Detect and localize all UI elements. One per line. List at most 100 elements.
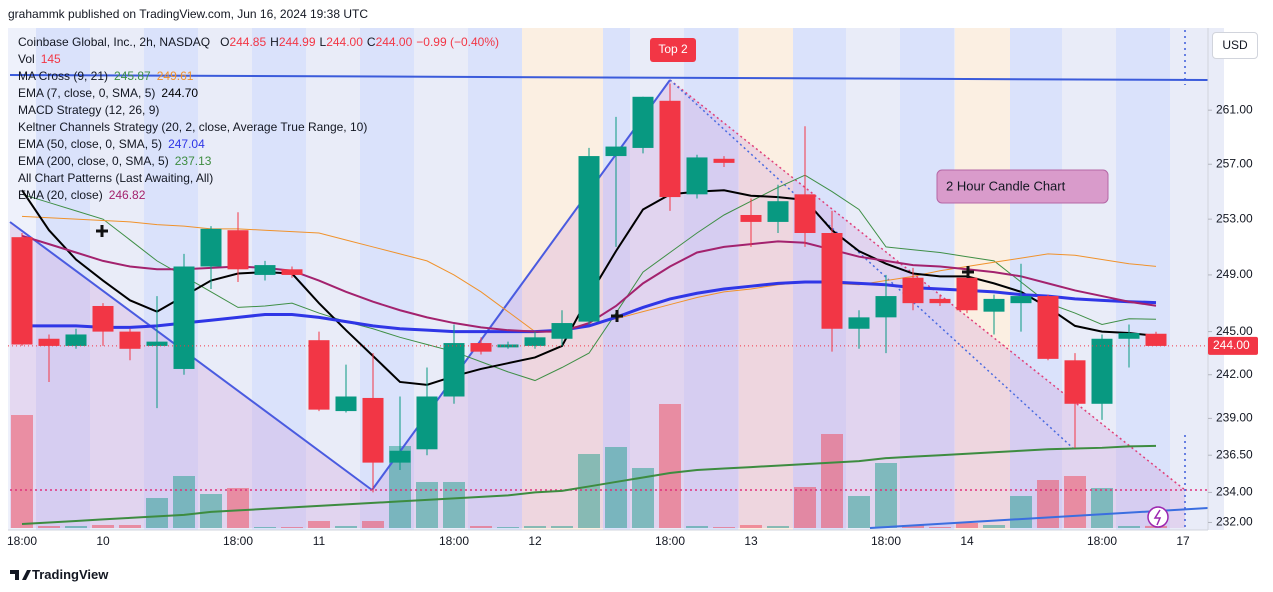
candle-body [767, 201, 789, 222]
session-band [468, 28, 522, 530]
candle-body [119, 331, 141, 349]
annotation-box [650, 38, 696, 62]
session-bands [36, 28, 1224, 530]
y-tick-label: 236.50 [1216, 447, 1253, 461]
ohlc-value: 244.85 [229, 35, 267, 49]
indicator-name: MA Cross (9, 21) [18, 69, 109, 83]
indicator-value: 237.13 [174, 154, 212, 168]
volume-bar [902, 525, 924, 528]
candle-body [848, 317, 870, 329]
replay-icon[interactable] [1147, 506, 1169, 528]
x-tick-label: 17 [1176, 534, 1190, 548]
candle-body [956, 277, 978, 311]
legend-row: EMA (200, close, 0, SMA, 5) 237.13 [18, 153, 499, 170]
legend-row: Vol 145 [18, 51, 499, 68]
volume-bar [605, 447, 627, 528]
candle-body [173, 266, 195, 369]
x-tick-label: 18:00 [1087, 534, 1117, 548]
candle-body [740, 214, 762, 222]
candle-body [524, 337, 546, 346]
last-price-box [1208, 336, 1258, 355]
volume-bar [497, 527, 519, 528]
indicator-name: EMA (7, close, 0, SMA, 5) [18, 86, 156, 100]
signal-marker [96, 225, 974, 322]
candle-body [200, 228, 222, 267]
candle-body [929, 298, 951, 304]
axes: 232.00 234.00 236.50 239.00 242.00 245.00 249.… [7, 102, 1258, 548]
x-tick-label: 18:00 [7, 534, 37, 548]
session-band [198, 28, 252, 530]
volume-bar [281, 527, 303, 528]
y-tick-label: 245.00 [1216, 324, 1253, 338]
legend-row: Coinbase Global, Inc., 2h, NASDAQ O244.85… [18, 34, 499, 51]
x-tick-label: 11 [313, 534, 326, 548]
replay-icon-glyph [1153, 509, 1162, 526]
indicator-name: EMA (50, close, 0, SMA, 5) [18, 137, 163, 151]
candle-body [146, 341, 168, 346]
volume-bar [983, 525, 1005, 528]
candle-body [92, 305, 114, 332]
candle-body [1037, 296, 1059, 359]
logo [10, 570, 31, 580]
candle-body [821, 233, 843, 329]
volume-bar [929, 527, 951, 528]
legend-row: EMA (7, close, 0, SMA, 5) 244.70 [18, 85, 499, 102]
legend-row: All Chart Patterns (Last Awaiting, All) [18, 170, 499, 187]
volume-bar [38, 526, 60, 528]
session-band [1062, 28, 1116, 530]
y-tick-label: 234.00 [1216, 485, 1253, 499]
indicator-value: 245.87 [114, 69, 151, 83]
volume-bar [524, 526, 546, 528]
indicator-value: 246.82 [108, 188, 146, 202]
volume-bar [875, 463, 897, 528]
volume-value: 145 [40, 52, 61, 66]
y-tick-label: 253.00 [1216, 211, 1253, 225]
x-tick-label: 18:00 [223, 534, 253, 548]
y-tick-label: 239.00 [1216, 411, 1253, 425]
candle-body [1091, 338, 1113, 404]
volume-bar [470, 526, 492, 528]
currency-button[interactable]: USD [1212, 32, 1258, 59]
indicator-name: All Chart Patterns (Last Awaiting, All) [18, 171, 214, 185]
x-tick-label: 18:00 [439, 534, 469, 548]
candle-body [416, 396, 438, 450]
footer-brand: TradingView [32, 567, 109, 582]
volume-bar [65, 526, 87, 528]
volume-bar [227, 488, 249, 528]
volume-bar [956, 523, 978, 528]
session-band [90, 28, 144, 530]
candle-body [713, 158, 735, 163]
publisher: grahammk published on TradingView.com, J… [8, 7, 368, 21]
indicator-name: EMA (200, close, 0, SMA, 5) [18, 154, 169, 168]
candle-body [794, 194, 816, 234]
indicator-value: 249.61 [156, 69, 194, 83]
session-band [846, 28, 900, 530]
candle-body [308, 340, 330, 410]
last-price-label: 244.00 [1213, 338, 1250, 352]
annotation-box [936, 169, 1109, 204]
trend-line [669, 79, 1076, 451]
x-tick-label: 12 [528, 534, 542, 548]
candle-body [875, 296, 897, 318]
session-band [739, 28, 793, 530]
volume-label: Vol [18, 52, 35, 66]
volume-bar [659, 404, 681, 528]
candle-body [1010, 296, 1032, 304]
volume-bar [1064, 476, 1086, 528]
candle-body [335, 396, 357, 412]
volume-bar [821, 434, 843, 528]
legend-row: MACD Strategy (12, 26, 9) [18, 102, 499, 119]
ohlc-value: 244.00 [326, 35, 363, 49]
volume-bar [686, 526, 708, 528]
volume-bar [416, 482, 438, 528]
volume-bar [578, 454, 600, 528]
legend-row: EMA (20, close) 246.82 [18, 187, 499, 204]
indicator-value: 247.04 [168, 137, 205, 151]
x-tick-label: 14 [960, 534, 974, 548]
indicator-name: EMA (20, close) [18, 188, 103, 202]
ohlc-key: H [270, 35, 279, 49]
candle-body [1064, 360, 1086, 404]
indicator-name: Keltner Channels Strategy (20, 2, close,… [18, 120, 368, 134]
volume-bar [173, 476, 195, 528]
